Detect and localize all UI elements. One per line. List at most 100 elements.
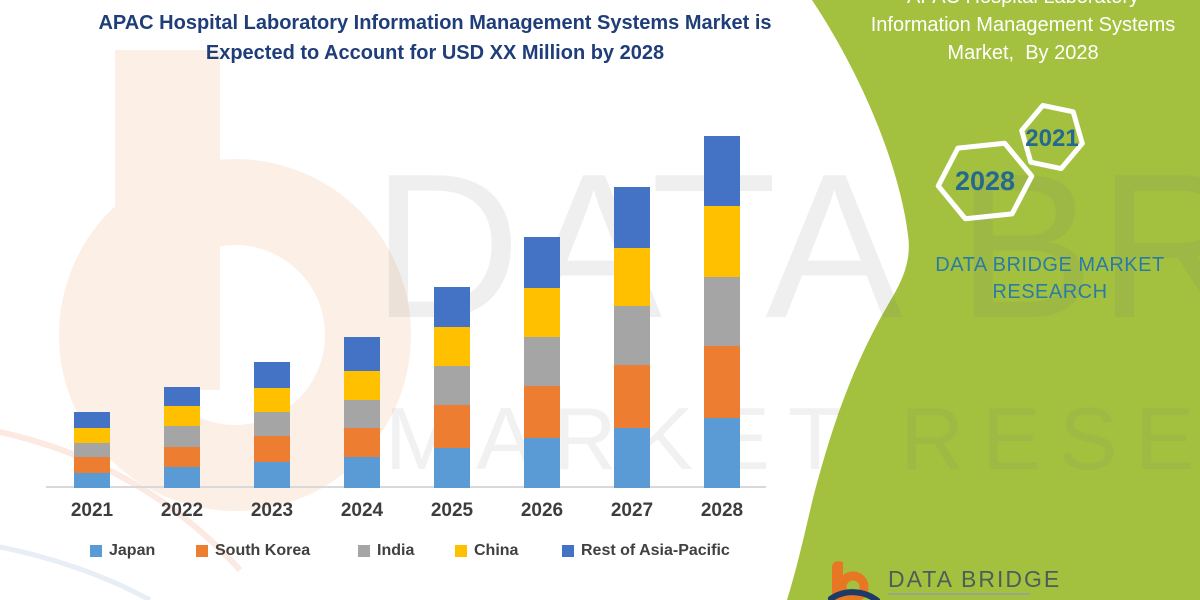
bar-2021 xyxy=(74,412,110,488)
bar-segment-japan-2025 xyxy=(434,448,470,488)
bar-segment-japan-2021 xyxy=(74,473,110,488)
bar-segment-rest-of-asia-pacific-2026 xyxy=(524,237,560,288)
bar-segment-south-korea-2023 xyxy=(254,436,290,462)
footer-logo-underline xyxy=(888,593,1030,595)
legend-item-south-korea: South Korea xyxy=(196,542,310,560)
hexagon-2021-label: 2021 xyxy=(1025,125,1078,152)
chart-title-line1: APAC Hospital Laboratory Information Man… xyxy=(98,12,772,34)
x-axis-label-2024: 2024 xyxy=(340,500,384,521)
footer-logo-swoosh xyxy=(828,589,880,600)
bar-segment-south-korea-2026 xyxy=(524,386,560,438)
x-axis-label-2027: 2027 xyxy=(610,500,654,521)
x-axis-label-2021: 2021 xyxy=(70,500,114,521)
bar-segment-south-korea-2025 xyxy=(434,405,470,448)
bar-segment-india-2028 xyxy=(704,277,740,346)
side-panel-heading-line3: Market, By 2028 xyxy=(947,42,1099,64)
legend-label-india: India xyxy=(377,542,415,559)
bar-segment-south-korea-2021 xyxy=(74,457,110,473)
side-panel-shape xyxy=(787,0,1200,600)
legend-label-china: China xyxy=(474,542,519,559)
bar-segment-india-2026 xyxy=(524,337,560,386)
bar-segment-china-2025 xyxy=(434,327,470,366)
hexagon-2028 xyxy=(935,140,1035,222)
bar-2022 xyxy=(164,387,200,488)
brand-name-line1: DATA BRIDGE MARKET xyxy=(935,254,1165,276)
x-axis-label-2025: 2025 xyxy=(430,500,474,521)
bar-2026 xyxy=(524,237,560,488)
bar-segment-japan-2023 xyxy=(254,462,290,488)
chart-title-line2: Expected to Account for USD XX Million b… xyxy=(205,42,665,64)
chart-legend: Japan South Korea India China Rest of Asia-P… xyxy=(0,542,810,562)
hexagon-years: 2028 2021 xyxy=(935,102,1085,222)
x-axis-label-2023: 2023 xyxy=(250,500,294,521)
bar-segment-south-korea-2028 xyxy=(704,346,740,418)
bar-segment-rest-of-asia-pacific-2028 xyxy=(704,136,740,206)
legend-label-south-korea: South Korea xyxy=(215,542,311,559)
bar-segment-japan-2027 xyxy=(614,428,650,488)
bar-segment-south-korea-2027 xyxy=(614,365,650,428)
side-panel-heading-line2: Information Management Systems xyxy=(870,14,1176,36)
bar-segment-china-2026 xyxy=(524,288,560,337)
footer-logo-text: DATA BRIDGE MARKET RESEARCH xyxy=(888,554,1063,600)
legend-swatch-japan xyxy=(90,545,102,557)
bar-segment-rest-of-asia-pacific-2027 xyxy=(614,187,650,248)
bar-segment-south-korea-2024 xyxy=(344,428,380,457)
legend-swatch-rest-of-asia-pacific xyxy=(562,545,574,557)
x-axis-label-2022: 2022 xyxy=(160,500,204,521)
bar-segment-china-2027 xyxy=(614,248,650,306)
bar-2023 xyxy=(254,362,290,488)
legend-swatch-china xyxy=(455,545,467,557)
watermark-swoosh-red xyxy=(0,429,243,573)
chart-title: APAC Hospital Laboratory Information Man… xyxy=(40,8,830,68)
legend-label-rest-of-asia-pacific: Rest of Asia-Pacific xyxy=(581,542,730,559)
bar-segment-japan-2022 xyxy=(164,467,200,488)
bar-segment-rest-of-asia-pacific-2021 xyxy=(74,412,110,428)
bar-segment-rest-of-asia-pacific-2025 xyxy=(434,287,470,327)
legend-item-japan: Japan xyxy=(90,542,155,560)
brand-name: DATA BRIDGE MARKET RESEARCH xyxy=(900,252,1200,306)
bar-2024 xyxy=(344,337,380,488)
legend-swatch-south-korea xyxy=(196,545,208,557)
bar-segment-china-2023 xyxy=(254,388,290,412)
hexagon-2021 xyxy=(1019,102,1085,172)
brand-name-line2: RESEARCH xyxy=(992,281,1108,303)
footer-logo-b-icon xyxy=(828,561,880,600)
bar-2025 xyxy=(434,287,470,488)
bar-segment-china-2024 xyxy=(344,371,380,400)
side-panel-heading-line1: APAC Hospital Laboratory xyxy=(853,0,1193,11)
bar-segment-india-2021 xyxy=(74,443,110,457)
watermark-b-bowl xyxy=(59,159,411,511)
bar-2027 xyxy=(614,187,650,488)
legend-item-china: China xyxy=(455,542,518,560)
watermark-logo-b xyxy=(0,50,411,600)
bar-segment-china-2028 xyxy=(704,206,740,277)
footer-logo: DATA BRIDGE MARKET RESEARCH xyxy=(828,554,1200,600)
legend-item-india: India xyxy=(358,542,414,560)
bar-segment-india-2023 xyxy=(254,412,290,436)
bar-segment-rest-of-asia-pacific-2023 xyxy=(254,362,290,388)
bar-segment-rest-of-asia-pacific-2024 xyxy=(344,337,380,371)
bar-segment-south-korea-2022 xyxy=(164,447,200,467)
hexagon-2028-label: 2028 xyxy=(955,166,1015,196)
bar-segment-china-2021 xyxy=(74,428,110,443)
bar-segment-japan-2024 xyxy=(344,457,380,488)
footer-logo-sub: MARKET RESEARCH xyxy=(888,597,1063,600)
x-axis-label-2026: 2026 xyxy=(520,500,564,521)
legend-label-japan: Japan xyxy=(109,542,156,559)
bar-segment-india-2024 xyxy=(344,400,380,428)
bar-segment-japan-2028 xyxy=(704,418,740,488)
bar-2028 xyxy=(704,136,740,488)
legend-swatch-india xyxy=(358,545,370,557)
x-axis-label-2028: 2028 xyxy=(700,500,744,521)
bar-segment-rest-of-asia-pacific-2022 xyxy=(164,387,200,406)
bar-segment-india-2025 xyxy=(434,366,470,405)
footer-logo-brand: DATA BRIDGE xyxy=(888,566,1062,592)
side-panel-heading: APAC Hospital Laboratory Information Man… xyxy=(853,0,1193,70)
x-axis-line xyxy=(46,486,766,488)
bar-segment-india-2027 xyxy=(614,306,650,365)
watermark-swoosh-blue xyxy=(0,544,152,600)
stacked-bar-chart: 2021 2022 2023 2024 2025 2026 2027 2028 xyxy=(46,136,766,521)
legend-item-rest-of-asia-pacific: Rest of Asia-Pacific xyxy=(562,542,730,560)
